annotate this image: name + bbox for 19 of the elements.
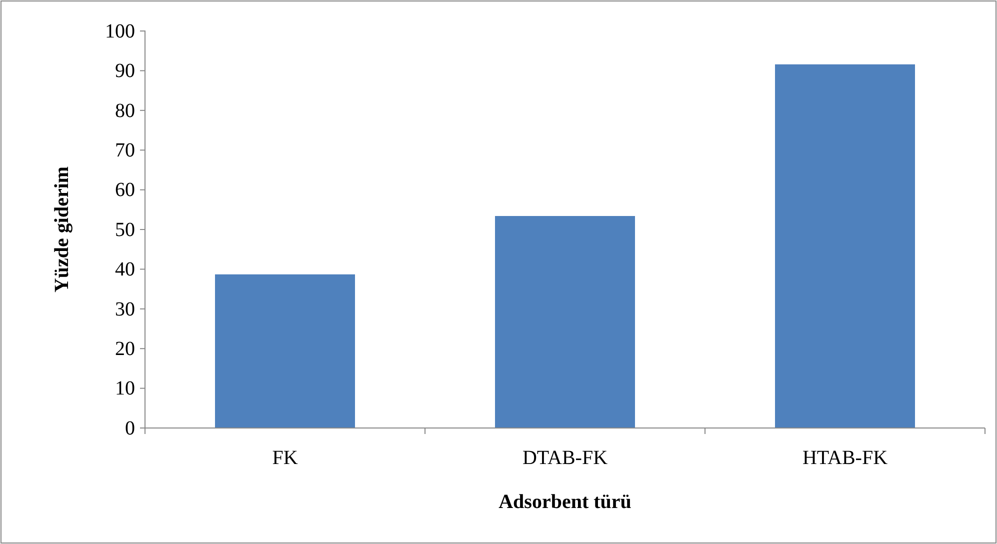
x-tick-label: DTAB-FK [522,447,608,469]
y-tick-label: 10 [115,378,135,400]
x-tick-label: FK [272,447,298,469]
y-tick-label: 0 [125,417,135,440]
bar [775,64,915,428]
x-tick-label: HTAB-FK [802,447,888,469]
y-tick-label: 50 [115,218,135,241]
bar [215,274,355,428]
y-tick-label: 90 [115,60,135,82]
y-axis-title: Yüzde giderim [51,166,73,293]
y-tick-label: 100 [105,20,135,42]
y-tick-label: 60 [115,179,135,202]
y-tick-label: 80 [115,100,135,122]
y-tick-label: 30 [115,298,135,320]
y-tick-label: 40 [115,258,135,281]
x-axis-title: Adsorbent türü [498,491,632,513]
y-tick-label: 20 [115,338,135,360]
bar [495,216,635,428]
y-tick-label: 70 [115,140,135,162]
